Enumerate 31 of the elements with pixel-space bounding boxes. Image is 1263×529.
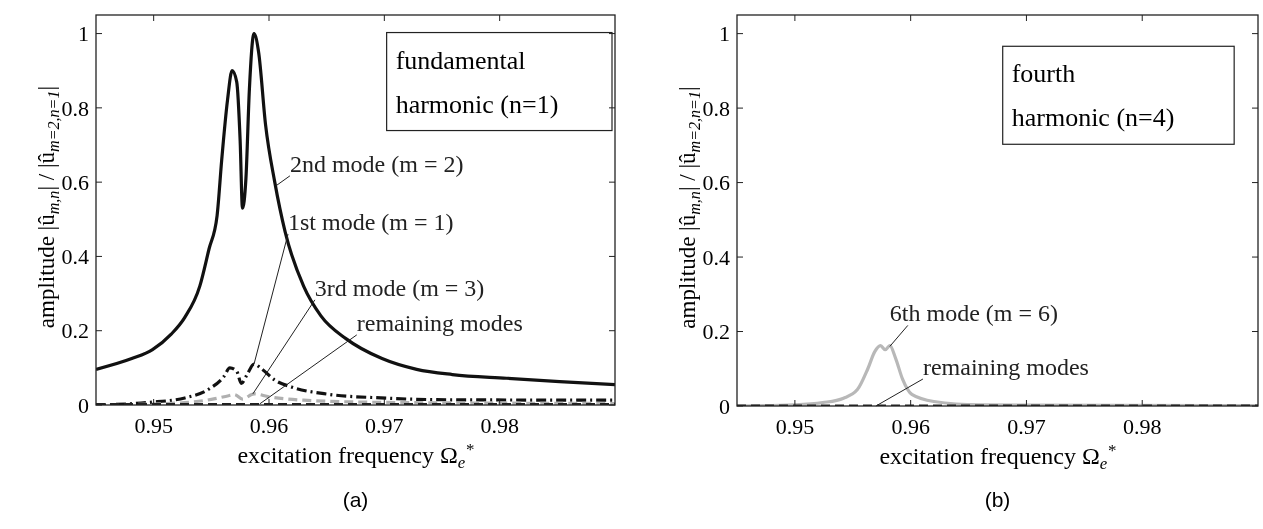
y-tick-label: 0.8 (702, 95, 730, 121)
x-tick-label: 0.95 (134, 413, 173, 438)
annotation: 1st mode (m = 1) (288, 209, 454, 236)
y-tick-label: 1 (719, 21, 730, 47)
line-series (96, 31, 615, 387)
y-tick-label: 0.6 (61, 169, 89, 195)
y-tick-label: 0.4 (61, 244, 89, 270)
x-tick-label: 0.96 (891, 414, 930, 439)
y-tick-label: 0.2 (61, 318, 89, 344)
y-tick-label: 0.6 (702, 170, 730, 196)
y-tick-label: 0 (78, 392, 89, 418)
annotation: fourth harmonic (n=4) (1011, 59, 1175, 133)
y-tick-label: 0.4 (702, 244, 730, 270)
y-tick-label: 1 (78, 21, 89, 47)
annotation: remaining modes (922, 354, 1089, 380)
annotation: fundamental harmonic (n=1) (395, 45, 559, 119)
text: (b) (984, 488, 1011, 511)
y-tick-label: 0 (719, 393, 730, 419)
x-tick-label: 0.95 (775, 414, 815, 439)
annotation: 2nd mode (m = 2) (289, 150, 464, 177)
text: (a) (342, 488, 369, 511)
annotation: remaining modes (356, 309, 523, 336)
x-tick-label: 0.97 (365, 413, 404, 438)
x-tick-label: 0.97 (1007, 414, 1046, 439)
x-tick-label: 0.98 (480, 413, 519, 438)
x-tick-label: 0.98 (1122, 414, 1162, 439)
x-tick-label: 0.96 (249, 413, 289, 438)
annotation: 3rd mode (m = 3) (314, 274, 485, 301)
y-tick-label: 0.8 (61, 95, 89, 121)
y-tick-label: 0.2 (702, 319, 730, 345)
annotation: 6th mode (m = 6) (889, 300, 1059, 327)
